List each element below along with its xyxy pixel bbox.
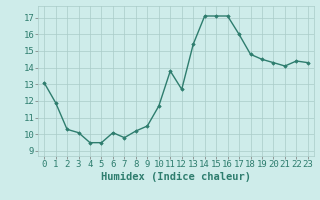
- X-axis label: Humidex (Indice chaleur): Humidex (Indice chaleur): [101, 172, 251, 182]
